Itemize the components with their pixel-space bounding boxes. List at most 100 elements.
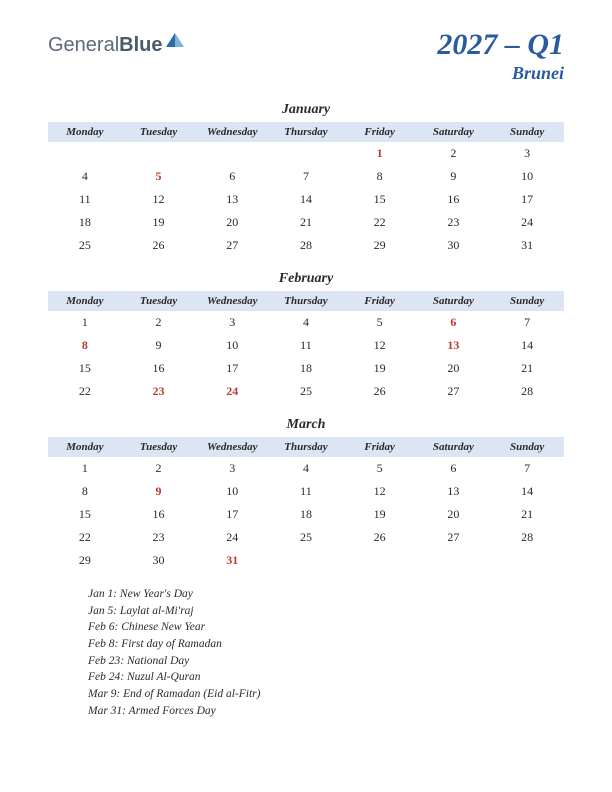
day-cell: 5 — [122, 165, 196, 188]
day-cell: 3 — [195, 311, 269, 334]
month-block: January MondayTuesdayWednesdayThursdayFri… — [48, 102, 564, 257]
title-block: 2027 – Q1 Brunei — [437, 28, 564, 84]
holiday-entry: Jan 5: Laylat al-Mi'raj — [88, 603, 564, 620]
logo-part2: Blue — [119, 34, 162, 56]
day-cell: 14 — [269, 188, 343, 211]
day-cell: 27 — [195, 234, 269, 257]
day-cell: 16 — [122, 357, 196, 380]
holiday-entry: Feb 23: National Day — [88, 653, 564, 670]
month-name: February — [48, 271, 564, 287]
day-cell: 29 — [48, 549, 122, 572]
day-cell: 29 — [343, 234, 417, 257]
day-header: Monday — [48, 122, 122, 142]
day-cell: 14 — [490, 480, 564, 503]
calendar-table: MondayTuesdayWednesdayThursdayFridaySatu… — [48, 122, 564, 257]
day-cell: 1 — [48, 311, 122, 334]
day-cell: 16 — [417, 188, 491, 211]
table-row: 25262728293031 — [48, 234, 564, 257]
day-cell — [269, 549, 343, 572]
table-row: 22232425262728 — [48, 380, 564, 403]
day-cell: 25 — [269, 526, 343, 549]
day-cell: 11 — [269, 480, 343, 503]
calendar-table: MondayTuesdayWednesdayThursdayFridaySatu… — [48, 291, 564, 403]
day-cell: 13 — [417, 480, 491, 503]
day-header: Friday — [343, 291, 417, 311]
day-header: Wednesday — [195, 437, 269, 457]
day-cell: 23 — [122, 380, 196, 403]
day-cell: 15 — [48, 357, 122, 380]
day-header: Wednesday — [195, 291, 269, 311]
day-cell: 9 — [122, 334, 196, 357]
day-cell: 15 — [343, 188, 417, 211]
day-cell: 19 — [343, 357, 417, 380]
day-cell: 8 — [48, 334, 122, 357]
day-header: Thursday — [269, 122, 343, 142]
table-row: 18192021222324 — [48, 211, 564, 234]
day-cell — [122, 142, 196, 165]
day-header: Saturday — [417, 122, 491, 142]
month-name: January — [48, 102, 564, 118]
day-cell: 22 — [48, 526, 122, 549]
day-header: Friday — [343, 122, 417, 142]
day-cell: 14 — [490, 334, 564, 357]
day-header: Monday — [48, 437, 122, 457]
day-cell: 8 — [48, 480, 122, 503]
day-cell: 20 — [195, 211, 269, 234]
day-cell: 24 — [195, 380, 269, 403]
day-cell: 5 — [343, 311, 417, 334]
day-cell: 9 — [122, 480, 196, 503]
day-cell: 21 — [490, 357, 564, 380]
day-cell: 2 — [417, 142, 491, 165]
header: GeneralBlue 2027 – Q1 Brunei — [48, 28, 564, 84]
day-cell — [417, 549, 491, 572]
day-header: Sunday — [490, 437, 564, 457]
day-header: Thursday — [269, 291, 343, 311]
day-cell: 26 — [343, 380, 417, 403]
day-cell: 21 — [490, 503, 564, 526]
holiday-entry: Mar 9: End of Ramadan (Eid al-Fitr) — [88, 686, 564, 703]
day-cell: 5 — [343, 457, 417, 480]
day-cell: 15 — [48, 503, 122, 526]
day-cell: 28 — [490, 380, 564, 403]
day-cell: 16 — [122, 503, 196, 526]
day-cell: 17 — [195, 357, 269, 380]
table-row: 11121314151617 — [48, 188, 564, 211]
day-cell: 21 — [269, 211, 343, 234]
day-cell: 12 — [343, 334, 417, 357]
day-cell: 18 — [269, 357, 343, 380]
day-header: Saturday — [417, 291, 491, 311]
day-cell: 10 — [195, 480, 269, 503]
day-cell: 3 — [490, 142, 564, 165]
day-cell: 11 — [48, 188, 122, 211]
day-header: Thursday — [269, 437, 343, 457]
day-cell: 7 — [490, 457, 564, 480]
day-cell: 27 — [417, 380, 491, 403]
table-row: 891011121314 — [48, 334, 564, 357]
day-cell: 23 — [417, 211, 491, 234]
day-cell — [195, 142, 269, 165]
day-cell: 10 — [195, 334, 269, 357]
day-header: Saturday — [417, 437, 491, 457]
logo-text: GeneralBlue — [48, 34, 163, 57]
holiday-entry: Feb 24: Nuzul Al-Quran — [88, 669, 564, 686]
day-cell: 6 — [195, 165, 269, 188]
holiday-entry: Jan 1: New Year's Day — [88, 586, 564, 603]
table-row: 45678910 — [48, 165, 564, 188]
day-cell: 20 — [417, 503, 491, 526]
day-cell — [269, 142, 343, 165]
month-block: MarchMondayTuesdayWednesdayThursdayFrida… — [48, 417, 564, 572]
table-row: 1234567 — [48, 311, 564, 334]
day-cell: 23 — [122, 526, 196, 549]
day-cell: 30 — [417, 234, 491, 257]
day-cell: 22 — [343, 211, 417, 234]
table-row: 15161718192021 — [48, 357, 564, 380]
day-cell: 27 — [417, 526, 491, 549]
day-cell: 1 — [48, 457, 122, 480]
day-cell: 4 — [48, 165, 122, 188]
day-cell: 26 — [343, 526, 417, 549]
day-cell: 4 — [269, 457, 343, 480]
table-row: 293031 — [48, 549, 564, 572]
holiday-entry: Feb 8: First day of Ramadan — [88, 636, 564, 653]
day-header: Friday — [343, 437, 417, 457]
day-cell: 4 — [269, 311, 343, 334]
